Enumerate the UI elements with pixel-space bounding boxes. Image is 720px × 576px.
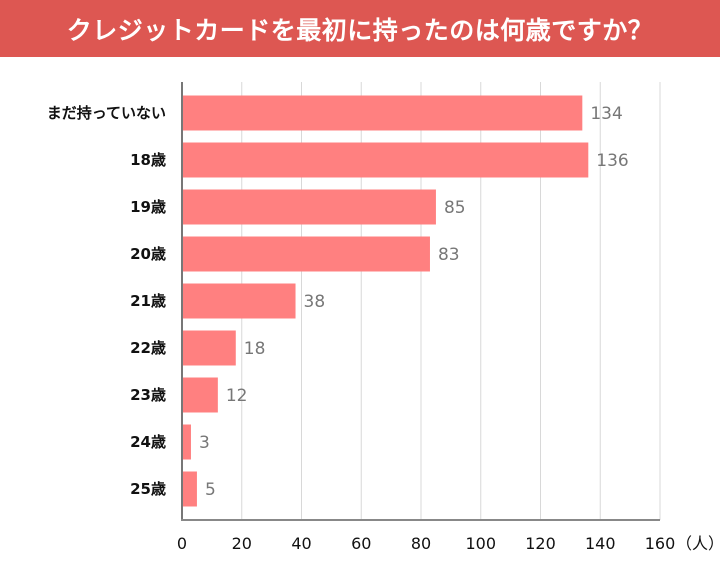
bar: [182, 142, 589, 178]
x-tick-label: 100: [465, 534, 496, 553]
x-tick-label: 80: [411, 534, 431, 553]
data-label: 38: [304, 292, 326, 312]
x-tick-label: 40: [291, 534, 311, 553]
data-label: 136: [596, 151, 628, 171]
bar: [182, 95, 583, 131]
chart-title: クレジットカードを最初に持ったのは何歳ですか？: [0, 0, 720, 57]
category-label: 21歳: [130, 292, 166, 310]
x-tick-label: 0: [177, 534, 187, 553]
data-label: 18: [244, 339, 266, 359]
data-label: 83: [438, 245, 460, 265]
x-tick-label: 60: [351, 534, 371, 553]
category-label: まだ持っていない: [47, 104, 166, 122]
bar: [182, 377, 218, 413]
bar: [182, 189, 436, 225]
x-axis-unit: （人）: [676, 534, 720, 553]
category-label: 25歳: [130, 480, 166, 498]
data-label: 134: [590, 104, 622, 124]
data-label: 12: [226, 386, 248, 406]
bar: [182, 471, 197, 507]
category-label: 20歳: [130, 245, 166, 263]
x-tick-label: 160: [645, 534, 676, 553]
category-label: 22歳: [130, 339, 166, 357]
data-label: 5: [205, 480, 216, 500]
x-tick-label: 20: [232, 534, 252, 553]
category-label: 23歳: [130, 386, 166, 404]
category-label: 24歳: [130, 433, 166, 451]
bar: [182, 330, 236, 366]
bar: [182, 283, 296, 319]
category-label: 18歳: [130, 151, 166, 169]
x-tick-label: 140: [585, 534, 616, 553]
data-label: 85: [444, 198, 466, 218]
bar: [182, 236, 430, 272]
x-tick-label: 120: [525, 534, 556, 553]
category-label: 19歳: [130, 198, 166, 216]
bar: [182, 424, 191, 460]
data-label: 3: [199, 433, 210, 453]
